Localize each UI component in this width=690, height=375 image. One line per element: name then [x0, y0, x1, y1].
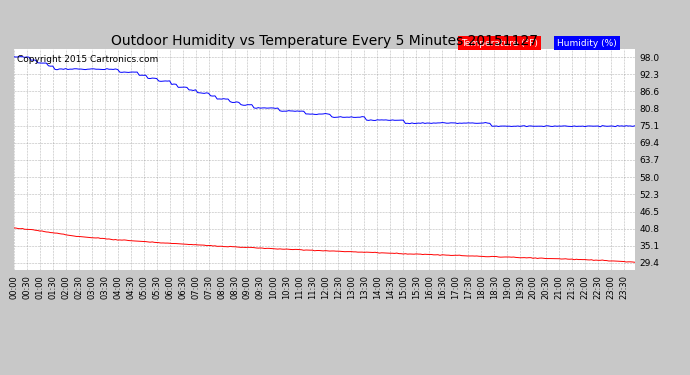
Text: Copyright 2015 Cartronics.com: Copyright 2015 Cartronics.com: [17, 56, 158, 64]
Title: Outdoor Humidity vs Temperature Every 5 Minutes 20151127: Outdoor Humidity vs Temperature Every 5 …: [111, 34, 538, 48]
Text: Humidity (%): Humidity (%): [558, 39, 617, 48]
Text: Temperature (°F): Temperature (°F): [461, 39, 538, 48]
